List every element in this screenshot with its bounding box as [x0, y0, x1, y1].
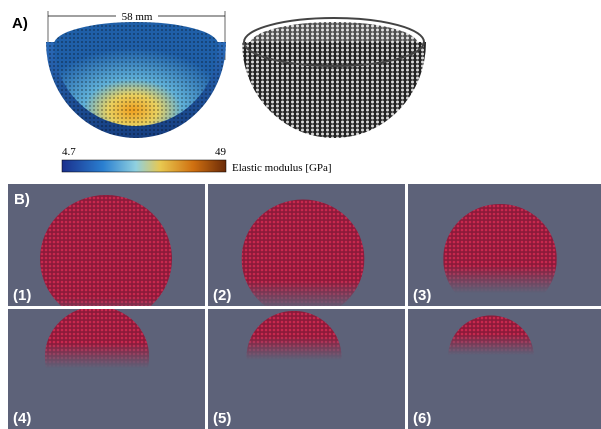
colorbar: [62, 160, 226, 172]
particle-sphere: [45, 306, 149, 407]
panel-label: B): [14, 191, 30, 208]
step-label: (2): [213, 287, 231, 304]
particle-sphere: [448, 315, 534, 398]
panel-b: (1) (2) (3) (4) (5) (6): [8, 184, 601, 429]
step-label: (5): [213, 410, 231, 427]
particle-sphere: [40, 195, 172, 323]
step-label: (3): [413, 287, 431, 304]
dimension-label: 58 mm: [122, 11, 153, 23]
panel-label: A): [12, 15, 28, 32]
step-label: (1): [13, 287, 31, 304]
colorbar-min: 4.7: [62, 146, 76, 158]
colorbar-max: 49: [215, 146, 227, 158]
particle-sphere: [443, 204, 557, 314]
step-label: (4): [13, 410, 31, 427]
colorbar-label: Elastic modulus [GPa]: [232, 162, 332, 174]
step-label: (6): [413, 410, 431, 427]
particle-sphere: [246, 311, 341, 403]
particle-sphere: [242, 199, 365, 318]
page: A) 58 mm 4.7 49 Elastic modulus [GPa] (1…: [0, 0, 601, 429]
figure: A) 58 mm 4.7 49 Elastic modulus [GPa] (1…: [0, 0, 601, 429]
